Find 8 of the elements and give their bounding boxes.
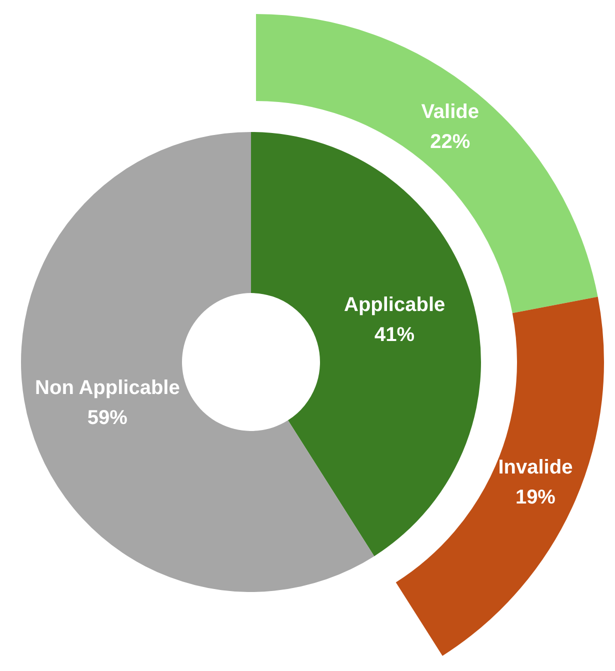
- slice-label: Invalide: [498, 456, 573, 478]
- slice-label: Applicable: [344, 294, 446, 316]
- data-label: 19%: [515, 486, 556, 508]
- data-label: 59%: [87, 407, 128, 430]
- slice-label: Non Applicable: [35, 377, 180, 400]
- slice-label: Valide: [421, 100, 479, 123]
- data-label: 41%: [374, 324, 415, 346]
- data-label: 22%: [430, 130, 470, 153]
